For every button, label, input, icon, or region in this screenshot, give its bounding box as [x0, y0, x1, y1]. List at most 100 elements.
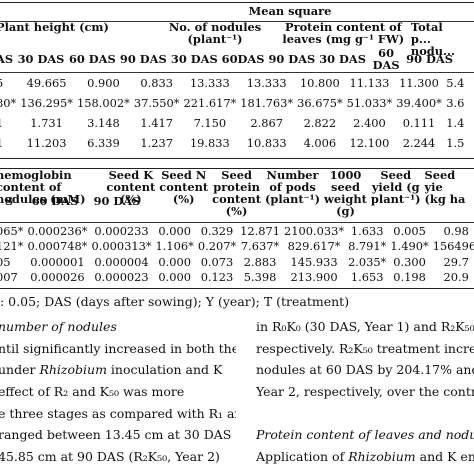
table-cell: 29.7	[443, 254, 469, 269]
table-cell: 19.833	[189, 136, 230, 151]
table-cell: 0.111	[402, 116, 436, 131]
table-cell: 1	[0, 114, 18, 134]
sub-header: 90 DAS	[406, 51, 453, 66]
hemoglobin-header: nemoglobin content of nodules (mM)	[0, 168, 86, 206]
sub-header: 90 DAS	[268, 51, 316, 66]
table-cell: 0.000748*	[27, 239, 88, 254]
section-heading: Protein content of leaves and nodule	[256, 427, 474, 443]
table-cell: 0.198	[393, 270, 426, 285]
table1-bottom-rule	[0, 158, 474, 159]
table-cell: 8.791*	[348, 239, 387, 254]
table-cell: 11.203	[26, 136, 67, 151]
table-cell: 2100.033*	[284, 223, 345, 238]
table-cell: 156496.	[432, 239, 474, 254]
table-cell: 7.637*	[240, 239, 280, 254]
table-cell: 0.833	[140, 76, 173, 91]
table-cell: 2.244	[402, 136, 436, 151]
text-line: effect of R₂ and K₅₀ was more	[0, 384, 185, 400]
table-cell: 0.900	[87, 76, 120, 91]
table-cell: 49.665	[26, 76, 67, 91]
table1-body: 5 49.665 0.900 0.833 13.333 13.333 10.800 11.13…	[0, 74, 468, 154]
table-row: 80*136.295*158.002*37.550*221.617*181.76…	[0, 94, 468, 114]
table-cell: 36.675*	[297, 96, 343, 111]
section-heading: number of nodules	[0, 319, 117, 334]
table-cell: 5.4	[446, 76, 465, 91]
table-cell: 5	[0, 74, 18, 94]
table-row: 007 0.000026 0.000023 0.000 0.123 5.398 213.90…	[0, 271, 474, 287]
table-cell: 2.400	[353, 116, 386, 131]
table2-body: 065*0.000236* 0.000233 0.000 0.329 12.871210…	[0, 224, 474, 286]
text-line: 45.85 cm at 90 DAS (R₂K₅₀, Year 2)	[0, 449, 220, 465]
table-row: 1 1.731 3.148 1.417 7.150 2.867 2.822 2.400 0.11…	[0, 114, 468, 134]
seed-protein-header: Seed protein content (%)	[212, 168, 262, 218]
table-row: 05 0.000001 0.000004 0.000 0.073 2.883 145.933…	[0, 255, 474, 271]
plant-height-header: Plant height (cm)	[0, 20, 109, 34]
left-column-text: number of nodules ntil significantly inc…	[0, 316, 236, 468]
table-cell: 39.400*	[396, 96, 442, 111]
protein-leaves-header: Protein content of leaves (mg g⁻¹ FW)	[282, 20, 405, 46]
table-cell: 2.883	[243, 254, 277, 269]
table-cell: 181.763*	[240, 96, 294, 111]
table-cell: 11.133	[349, 76, 390, 91]
table-cell: 80*	[0, 96, 17, 111]
table-cell: 0.000233	[94, 223, 149, 238]
table-cell: 1.4	[446, 116, 465, 131]
table-cell: 2.822	[303, 116, 337, 131]
seed-yield-ha-header: Seed yie (kg ha	[424, 168, 466, 206]
table-cell: 136.295*	[20, 96, 74, 111]
table2-top-rule	[0, 168, 474, 169]
seed-n-header: Seed N content (%)	[159, 168, 209, 206]
sub-header: 90 DAS	[93, 194, 141, 209]
table-row: 065*0.000236* 0.000233 0.000 0.329 12.871210…	[0, 224, 474, 240]
table-cell: 1.5	[446, 136, 465, 151]
table1-group-rule	[0, 21, 474, 22]
table-cell: 13.333	[246, 76, 287, 91]
text-line: Year 2, respectively, over the control.	[256, 384, 474, 400]
text-line: under Rhizobium inoculation and K	[0, 362, 223, 378]
sub-header: 30 DAS	[17, 51, 65, 66]
table-cell: 3.148	[87, 116, 120, 131]
table-cell: 0.005	[393, 223, 426, 238]
table-cell: 0.000	[158, 270, 191, 285]
text-line: Application of Rhizobium and K enh	[256, 449, 474, 465]
nodules-header: No. of nodules (plant⁻¹)	[168, 20, 262, 46]
table-cell: 5.398	[243, 270, 277, 285]
table-cell: 0.073	[200, 254, 234, 269]
sub-header: 90 DAS	[119, 51, 167, 66]
table-cell: 145.933	[290, 254, 338, 269]
table1-top-rule	[0, 2, 474, 3]
table-cell: 1.653	[350, 270, 384, 285]
table-cell: 1	[0, 134, 18, 154]
sub-header: 60 DAS	[372, 46, 400, 72]
sub-header: 60DAS	[221, 51, 265, 66]
table-cell: 1.731	[30, 116, 63, 131]
table-cell: 0.123	[200, 270, 234, 285]
text-line: nodules at 60 DAS by 204.17% and 212.5	[256, 362, 474, 378]
sub-header: 60 DAS	[68, 51, 116, 66]
table-cell: 007	[0, 270, 18, 285]
table-cell: 0.329	[200, 223, 234, 238]
seed-weight-header: 1000 seed weight (g)	[324, 168, 367, 218]
table1-header-rule	[0, 72, 474, 73]
table1-sub-headers: AS 30 DAS 60 DAS 90 DAS 30 DAS 60DAS 90 …	[0, 46, 468, 72]
table2-col-headers: nemoglobin content of nodules (mM) Seed …	[0, 168, 468, 218]
table-cell: 1.490*	[390, 239, 429, 254]
table-cell: 121*	[0, 239, 24, 254]
table-row: 5 49.665 0.900 0.833 13.333 13.333 10.800 11.13…	[0, 74, 468, 94]
table-row: 121*0.000748*0.000313*1.106*0.207*7.637*…	[0, 240, 474, 256]
table-footnote: : 0.05; DAS (days after sowing); Y (year…	[0, 294, 350, 309]
table-cell: 0.98	[443, 223, 469, 238]
text-line: e three stages as compared with R₁ and	[0, 405, 236, 421]
table-cell: 12.100	[349, 136, 390, 151]
table-cell: 0.000	[158, 254, 191, 269]
table-cell: 0.000023	[94, 270, 149, 285]
sub-header: AS	[0, 51, 14, 66]
table-cell: 12.871	[240, 223, 281, 238]
table-cell: 4.006	[303, 136, 337, 151]
table-cell: 10.833	[246, 136, 287, 151]
table-cell: 1.633	[350, 223, 384, 238]
table-cell: 1.417	[140, 116, 173, 131]
table-cell: 13.333	[189, 76, 230, 91]
seed-yield-plant-header: Seed yield (g plant⁻¹)	[370, 168, 421, 206]
